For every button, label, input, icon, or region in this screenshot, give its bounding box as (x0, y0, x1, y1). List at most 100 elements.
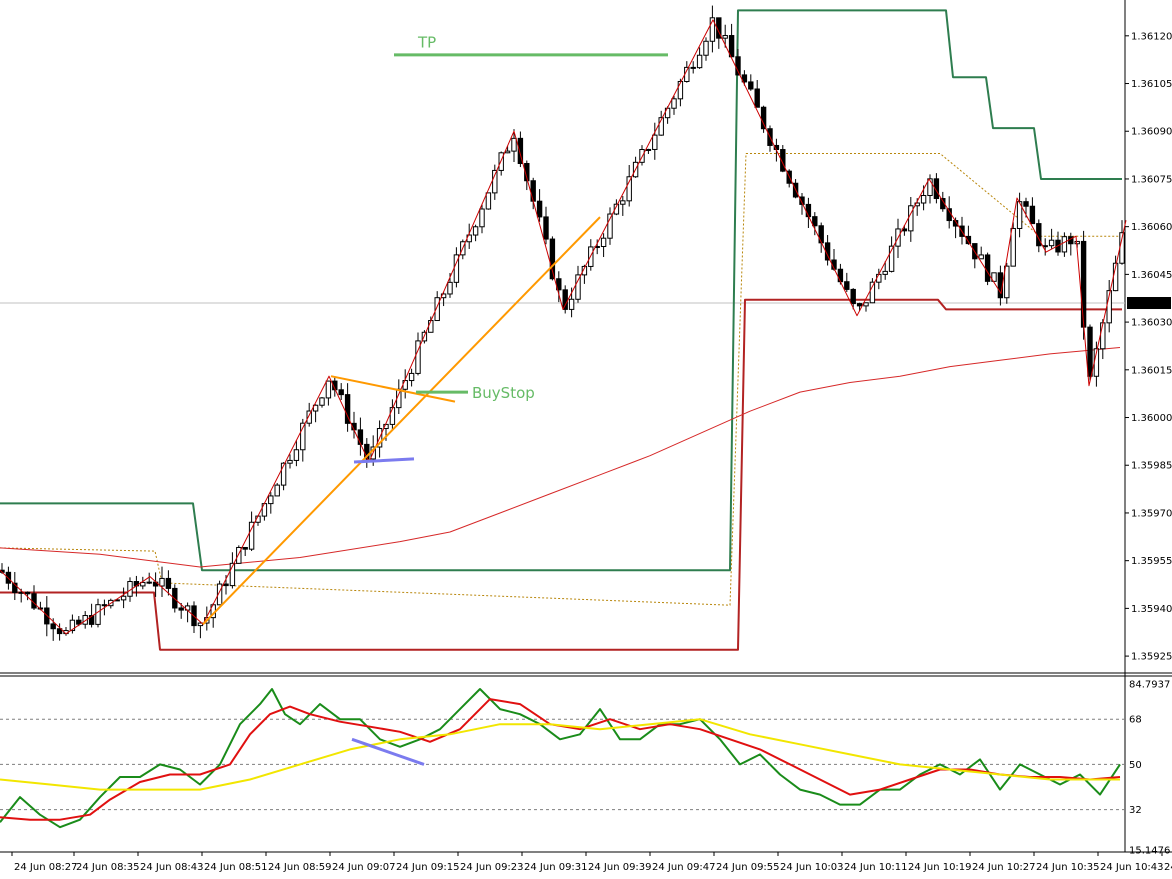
channel-mid-line (0, 153, 1122, 606)
candle-body (613, 203, 620, 215)
time-tick-label: 24 Jun 09:55 (716, 862, 780, 873)
time-tick-label: 24 Jun 10:03 (780, 862, 844, 873)
channel-low-line (0, 298, 1122, 651)
time-tick-label: 24 Jun 09:31 (524, 862, 588, 873)
price-tick-label: 1.35940 (1131, 604, 1172, 615)
candle-body (581, 265, 588, 276)
candle-body (82, 615, 88, 625)
candle-body (562, 289, 568, 310)
candle-body (223, 583, 229, 587)
candle-body (492, 169, 498, 194)
time-tick-label: 24 Jun 09:07 (332, 862, 396, 873)
candle-body (511, 137, 517, 152)
price-tick-label: 1.35955 (1131, 556, 1172, 567)
indicator-tick-label: 32 (1129, 805, 1142, 816)
candle-body (677, 80, 684, 100)
candle-body (1004, 265, 1010, 299)
time-tick-label: 24 Jun 10:19 (908, 862, 972, 873)
candle-body (1010, 227, 1016, 267)
price-tick-label: 1.36045 (1131, 270, 1172, 281)
candle-body (607, 213, 613, 239)
divergence-line-indicator (351, 737, 425, 766)
candle-body (1061, 236, 1068, 253)
candle-body (415, 340, 421, 374)
candle-body (293, 449, 300, 461)
candle-body (268, 495, 274, 505)
price-tick-label: 1.36030 (1131, 318, 1172, 329)
indicator-series-2 (0, 698, 1121, 821)
candle-body (760, 106, 767, 130)
time-tick-label: 24 Jun 09:15 (396, 862, 460, 873)
candle-body (408, 372, 415, 382)
time-tick-label: 24 Jun 08:59 (268, 862, 332, 873)
candle-body (575, 274, 581, 300)
indicator-tick-label: 84.7937 (1129, 680, 1170, 691)
candles (0, 5, 1125, 641)
candle-body (172, 587, 178, 609)
price-tick-label: 1.36075 (1131, 174, 1172, 185)
trendline-1 (202, 216, 601, 625)
candle-body (888, 245, 895, 272)
candle-body (568, 298, 575, 310)
price-tick-label: 1.36000 (1131, 413, 1172, 424)
time-tick-label: 24 Jun 08:35 (76, 862, 140, 873)
candle-body (101, 604, 108, 607)
candle-body (530, 180, 536, 202)
candle-body (818, 225, 824, 244)
candle-body (850, 288, 856, 305)
indicator-series-3 (0, 718, 1120, 791)
price-axis: 1.36120 1.36105 1.36090 1.36075 1.36060 1.360… (1125, 31, 1172, 663)
buystop-label: BuyStop (472, 384, 535, 402)
candle-body (504, 150, 511, 154)
indicator-axis: 84.7937 68 50 32 15.1476 (1129, 680, 1170, 857)
current-price-label: 1.36036 (1130, 299, 1171, 310)
indicator-panel-plot (0, 688, 1125, 829)
candle-body (780, 149, 786, 172)
candle-body (549, 238, 556, 280)
time-tick-label: 24 Jun 10:51 (1164, 862, 1172, 873)
candle-body (88, 615, 95, 625)
candle-body (1087, 326, 1093, 377)
candle-body (236, 546, 242, 564)
candle-body (856, 303, 863, 307)
candle-body (479, 208, 485, 228)
price-tick-label: 1.36120 (1131, 31, 1172, 42)
candle-body (645, 148, 652, 151)
price-tick-label: 1.35970 (1131, 508, 1172, 519)
price-tick-label: 1.36105 (1131, 79, 1172, 90)
candle-body (933, 178, 940, 200)
candle-body (274, 484, 280, 497)
candle-body (965, 235, 972, 245)
candle-body (754, 88, 760, 108)
candle-body (536, 200, 543, 218)
candle-body (1016, 201, 1023, 229)
candle-body (863, 302, 869, 307)
candle-body (652, 134, 658, 150)
time-tick-label: 24 Jun 09:39 (588, 862, 652, 873)
candle-body (812, 216, 818, 227)
candle-body (524, 162, 530, 182)
moving-average-line (0, 347, 1121, 568)
time-tick-label: 24 Jun 10:11 (844, 862, 908, 873)
time-tick-label: 24 Jun 10:43 (1100, 862, 1164, 873)
candle-body (344, 394, 351, 424)
time-tick-label: 24 Jun 09:23 (460, 862, 524, 873)
candle-body (300, 422, 306, 451)
candle-body (844, 281, 850, 290)
time-tick-label: 24 Jun 10:27 (972, 862, 1036, 873)
candle-body (991, 272, 997, 282)
candle-body (216, 583, 223, 606)
candle-body (178, 607, 184, 611)
candle-body (600, 237, 607, 248)
candle-body (626, 176, 632, 202)
candle-body (338, 389, 344, 396)
candle-body (24, 591, 31, 595)
candle-body (690, 66, 696, 69)
main-panel-annotations: TP BuyStop (202, 34, 668, 625)
candle-body (703, 40, 709, 56)
candle-body (280, 462, 287, 486)
indicator-tick-label: 50 (1129, 760, 1142, 771)
time-tick-label: 24 Jun 10:35 (1036, 862, 1100, 873)
time-tick-label: 24 Jun 08:51 (204, 862, 268, 873)
